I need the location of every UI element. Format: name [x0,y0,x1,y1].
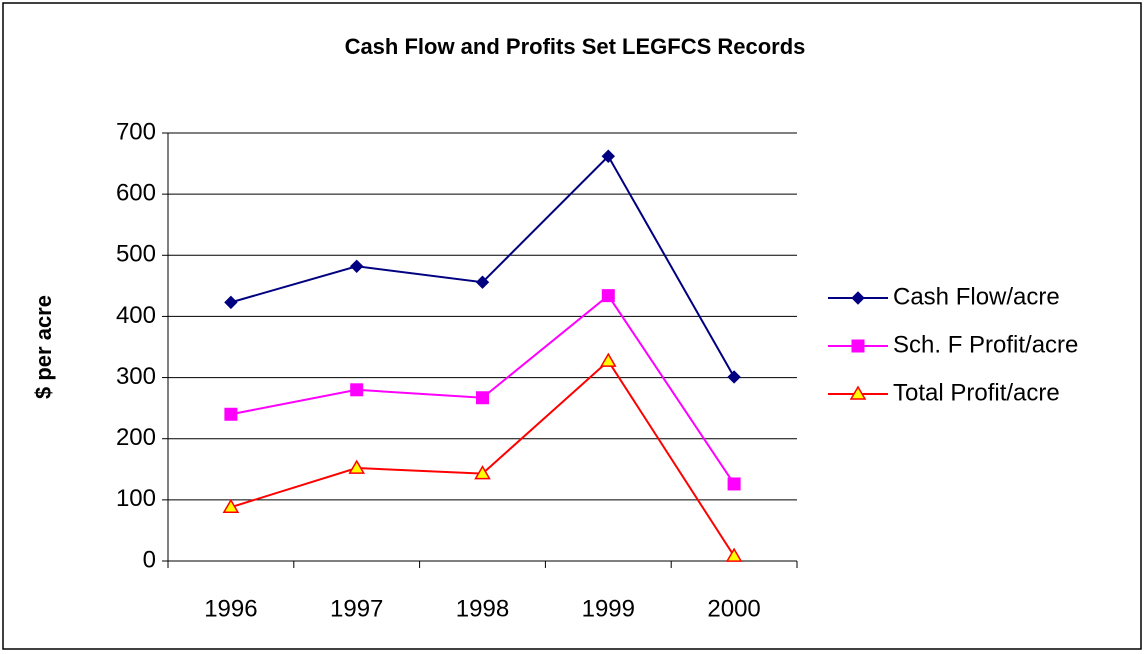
data-point [601,289,615,303]
data-point [599,352,617,367]
data-point [224,295,238,310]
y-tick-label: 0 [143,546,156,573]
y-tick-label: 700 [116,118,156,145]
data-point [348,459,366,474]
legend-marker [849,385,867,400]
y-tick-label: 600 [116,179,156,206]
data-point [727,370,741,384]
legend-label: Total Profit/acre [893,379,1060,406]
y-axis-label: $ per acre [31,295,56,399]
data-point [475,275,490,289]
data-point [725,547,743,562]
data-point [349,259,364,273]
x-tick-label: 1998 [456,595,509,622]
x-tick-label: 2000 [707,595,760,622]
data-point [350,383,364,397]
data-point [224,407,238,421]
y-tick-label: 400 [116,302,156,329]
x-tick-label: 1996 [204,595,257,622]
x-tick-label: 1997 [330,595,383,622]
x-tick-label: 1999 [582,595,635,622]
y-tick-label: 200 [116,424,156,451]
data-point [476,391,489,405]
chart-title: Cash Flow and Profits Set LEGFCS Records [345,34,806,59]
legend-marker [851,339,865,353]
legend-label: Cash Flow/acre [893,283,1060,310]
data-point [474,465,491,480]
y-tick-label: 100 [116,485,156,512]
legend-marker [851,291,865,305]
data-point [222,498,240,513]
data-point [727,477,741,491]
y-tick-label: 500 [116,241,156,268]
y-tick-label: 300 [116,363,156,390]
legend-label: Sch. F Profit/acre [893,331,1078,358]
data-point [601,149,616,163]
